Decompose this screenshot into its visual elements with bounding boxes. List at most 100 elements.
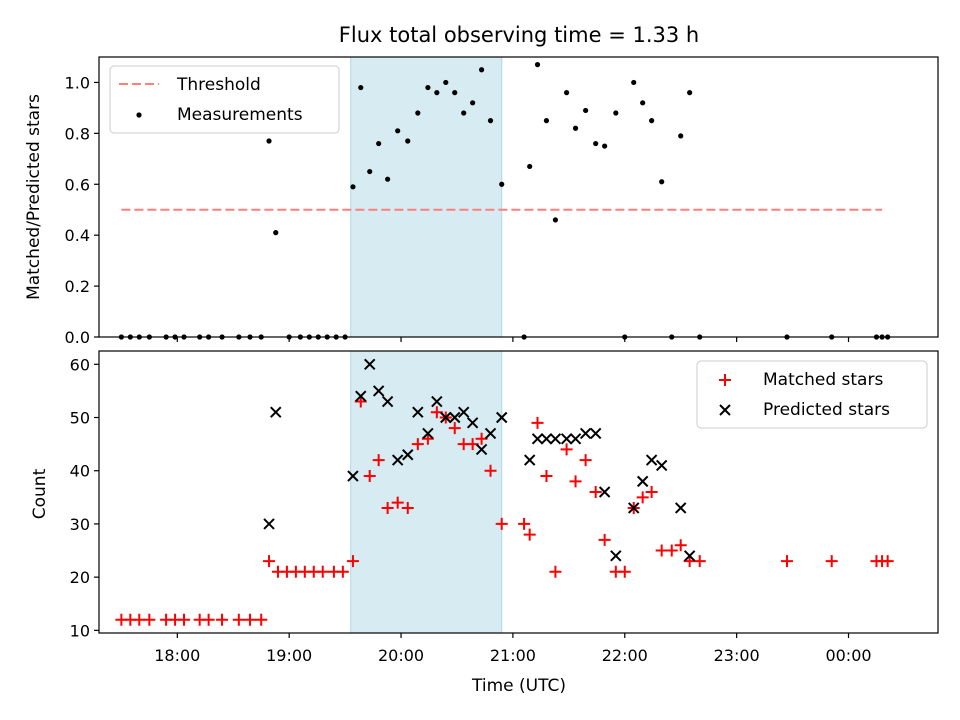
top-legend: Threshold Measurements [109,65,340,134]
measurement-point [385,176,391,182]
top-axes-frame [98,56,939,338]
bottom-ytick-label: 60 [70,355,90,374]
matched-star-point [531,416,544,429]
matched-star-point [466,438,479,451]
predicted-star-point [440,411,452,424]
matched-star-point [618,565,631,578]
measurement-point [593,140,599,147]
predicted-star-point [523,454,536,466]
top-chart-title: Flux total observing time = 1.33 h [339,23,699,47]
predicted-star-point [628,502,640,514]
top-ytick-label: 0.4 [65,226,90,245]
measurement-point [487,118,494,124]
predicted-star-point [431,395,443,408]
predicted-star-point [466,417,479,429]
measurement-point [395,128,401,134]
predicted-star-point [560,433,573,445]
measurement-point [415,110,421,116]
matched-star-point [255,613,268,626]
matched-star-point [178,613,191,626]
matched-star-point [484,464,497,477]
predicted-star-point [270,406,282,418]
matched-star-point [569,475,582,488]
bottom-xtick-label: 21:00 [490,646,536,665]
predicted-star-point [674,502,687,514]
measurement-point [358,84,364,91]
measurement-point [572,125,579,131]
bottom-panel: 10 20 30 40 50 60 18:00 19:00 20:00 21:00 22:00 23… [30,350,939,696]
matched-star-point [133,613,146,626]
measurement-point [434,90,440,96]
predicted-star-point [579,427,592,440]
matched-star-point [381,501,394,514]
matched-star-point [540,470,553,483]
predicted-star-point [372,385,385,397]
matched-star-point [263,555,276,568]
predicted-star-point [381,395,394,408]
matched-star-point [665,544,678,557]
measurement-point [452,90,458,96]
matched-star-point [448,422,461,435]
predicted-star-point [364,358,376,371]
measurement-point [527,163,533,170]
matched-star-point [232,613,245,626]
legend-measurements-swatch [136,112,142,118]
matched-star-point [523,528,536,541]
legend-matched-label: Matched stars [763,370,883,390]
matched-star-point [143,613,156,626]
top-legend-box [109,65,340,134]
legend-threshold-label: Threshold [176,75,261,95]
measurement-point [613,110,619,116]
bottom-axes-frame [98,350,939,634]
matched-star-point [336,565,349,578]
predicted-star-point [683,550,696,562]
measurement-point [461,110,467,116]
top-ytick-label: 0.2 [65,277,90,296]
measurement-point [478,67,485,73]
measurement-point [367,168,373,175]
predicted-star-point [610,550,622,562]
bottom-ytick-label: 30 [70,515,90,534]
bottom-ytick-label: 10 [70,621,90,640]
measurement-point [470,100,476,106]
predicted-star-point [598,486,611,498]
predicted-star-point [457,406,470,418]
predicted-star-point [263,518,275,530]
predicted-star-point [422,427,434,440]
matched-star-point [693,555,706,568]
predicted-star-point [484,427,497,440]
measurement-point [499,181,505,187]
matched-star-point [411,438,424,451]
top-panel: 0.0 0.2 0.4 0.6 0.8 1.0 Matched/Predicted sta… [24,56,939,347]
bottom-xtick-label: 22:00 [602,646,648,665]
matched-star-point [881,555,894,568]
measurement-point [443,79,449,86]
predicted-star-point [589,427,602,440]
top-ytick-label: 0.8 [65,124,90,143]
measurement-point [678,133,684,139]
predicted-star-point [636,475,649,488]
bottom-xtick-label: 18:00 [154,646,200,665]
measurement-point [405,138,411,144]
matched-star-point [589,486,602,498]
measurement-point [640,100,646,106]
matched-star-point [475,432,488,445]
bottom-legend: Matched stars Predicted stars [696,360,928,429]
top-y-axis-label: Matched/Predicted stars [24,94,44,300]
x-axis-label: Time (UTC) [471,676,566,696]
bottom-y-axis-label: Count [30,468,50,519]
matched-star-point [216,613,229,626]
matched-star-point [430,406,443,419]
predicted-star-point [412,406,424,418]
predicted-star-point [402,449,414,461]
predicted-star-point [355,390,367,402]
matched-star-point [780,555,793,568]
legend-predicted-swatch [719,404,731,416]
bottom-xtick-label: 23:00 [714,646,760,665]
matched-star-point [579,454,592,467]
top-ytick-label: 0.0 [65,328,90,347]
matched-star-point [202,613,215,626]
predicted-star-point [549,433,562,445]
measurement-point [350,184,356,190]
